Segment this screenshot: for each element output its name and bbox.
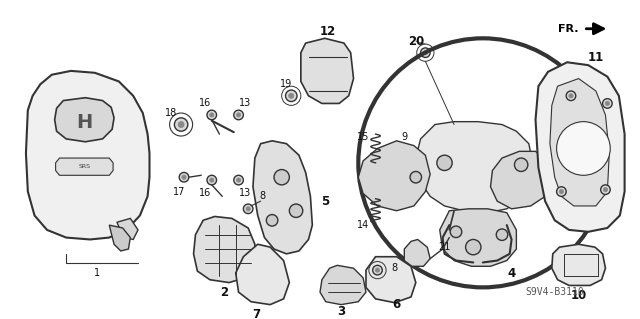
Polygon shape: [253, 141, 312, 254]
Polygon shape: [552, 244, 605, 286]
Circle shape: [557, 122, 611, 175]
Circle shape: [410, 172, 422, 183]
Circle shape: [557, 187, 566, 197]
Polygon shape: [26, 71, 150, 240]
Circle shape: [266, 215, 278, 226]
Text: 10: 10: [570, 288, 587, 301]
Circle shape: [179, 173, 189, 182]
Circle shape: [372, 265, 382, 275]
Circle shape: [515, 158, 528, 172]
Circle shape: [375, 268, 380, 272]
Circle shape: [559, 189, 564, 194]
Text: 9: 9: [401, 132, 407, 142]
Circle shape: [234, 175, 243, 185]
Text: 3: 3: [337, 305, 345, 318]
Text: 18: 18: [165, 108, 178, 118]
Polygon shape: [109, 225, 131, 251]
Circle shape: [289, 204, 303, 218]
Circle shape: [274, 169, 289, 185]
Polygon shape: [440, 209, 516, 266]
Text: H: H: [76, 113, 93, 132]
Text: 15: 15: [357, 132, 369, 142]
Circle shape: [246, 207, 250, 211]
Circle shape: [603, 99, 612, 108]
Text: 7: 7: [252, 308, 260, 319]
Polygon shape: [117, 219, 138, 240]
Text: 19: 19: [280, 79, 292, 89]
Text: 2: 2: [220, 286, 228, 299]
Text: 6: 6: [392, 298, 401, 311]
Circle shape: [601, 185, 611, 195]
Polygon shape: [301, 38, 353, 103]
Text: 16: 16: [199, 189, 211, 198]
Polygon shape: [320, 265, 366, 305]
Text: S9V4-B3110: S9V4-B3110: [525, 287, 584, 297]
Text: 17: 17: [173, 187, 186, 197]
Circle shape: [178, 122, 184, 128]
Circle shape: [566, 91, 576, 100]
Polygon shape: [358, 141, 430, 211]
Circle shape: [569, 94, 573, 98]
Polygon shape: [536, 62, 625, 232]
Polygon shape: [193, 217, 255, 283]
Circle shape: [390, 147, 394, 150]
Text: 14: 14: [357, 220, 369, 230]
Text: 11: 11: [588, 51, 604, 64]
Circle shape: [388, 145, 396, 152]
Polygon shape: [404, 240, 430, 266]
Circle shape: [289, 93, 294, 98]
Text: FR.: FR.: [558, 24, 579, 34]
Circle shape: [285, 90, 297, 101]
Polygon shape: [54, 98, 114, 142]
Text: 1: 1: [93, 268, 100, 278]
Polygon shape: [490, 151, 552, 209]
Circle shape: [210, 178, 214, 182]
Circle shape: [605, 101, 609, 106]
Text: 16: 16: [199, 99, 211, 108]
Text: 12: 12: [319, 25, 336, 38]
Polygon shape: [550, 78, 609, 206]
Circle shape: [236, 113, 241, 117]
Circle shape: [210, 113, 214, 117]
Circle shape: [496, 229, 508, 241]
Circle shape: [182, 175, 186, 179]
Circle shape: [420, 48, 430, 57]
Text: 8: 8: [259, 191, 266, 201]
Text: 8: 8: [392, 263, 398, 273]
Polygon shape: [236, 244, 289, 305]
Circle shape: [423, 50, 428, 55]
Circle shape: [207, 110, 216, 120]
Circle shape: [243, 204, 253, 214]
Text: 13: 13: [239, 99, 252, 108]
Circle shape: [236, 178, 241, 182]
Circle shape: [234, 110, 243, 120]
Circle shape: [437, 155, 452, 171]
Text: 13: 13: [239, 189, 252, 198]
Text: 4: 4: [508, 266, 516, 279]
Polygon shape: [56, 158, 113, 175]
Circle shape: [466, 240, 481, 255]
Text: 5: 5: [321, 195, 329, 208]
Circle shape: [451, 226, 462, 238]
Circle shape: [604, 188, 607, 192]
Text: SRS: SRS: [78, 164, 90, 169]
Text: 20: 20: [408, 35, 424, 48]
Circle shape: [174, 118, 188, 131]
Text: 21: 21: [438, 242, 451, 252]
Polygon shape: [416, 122, 532, 213]
Polygon shape: [366, 257, 416, 303]
Circle shape: [207, 175, 216, 185]
